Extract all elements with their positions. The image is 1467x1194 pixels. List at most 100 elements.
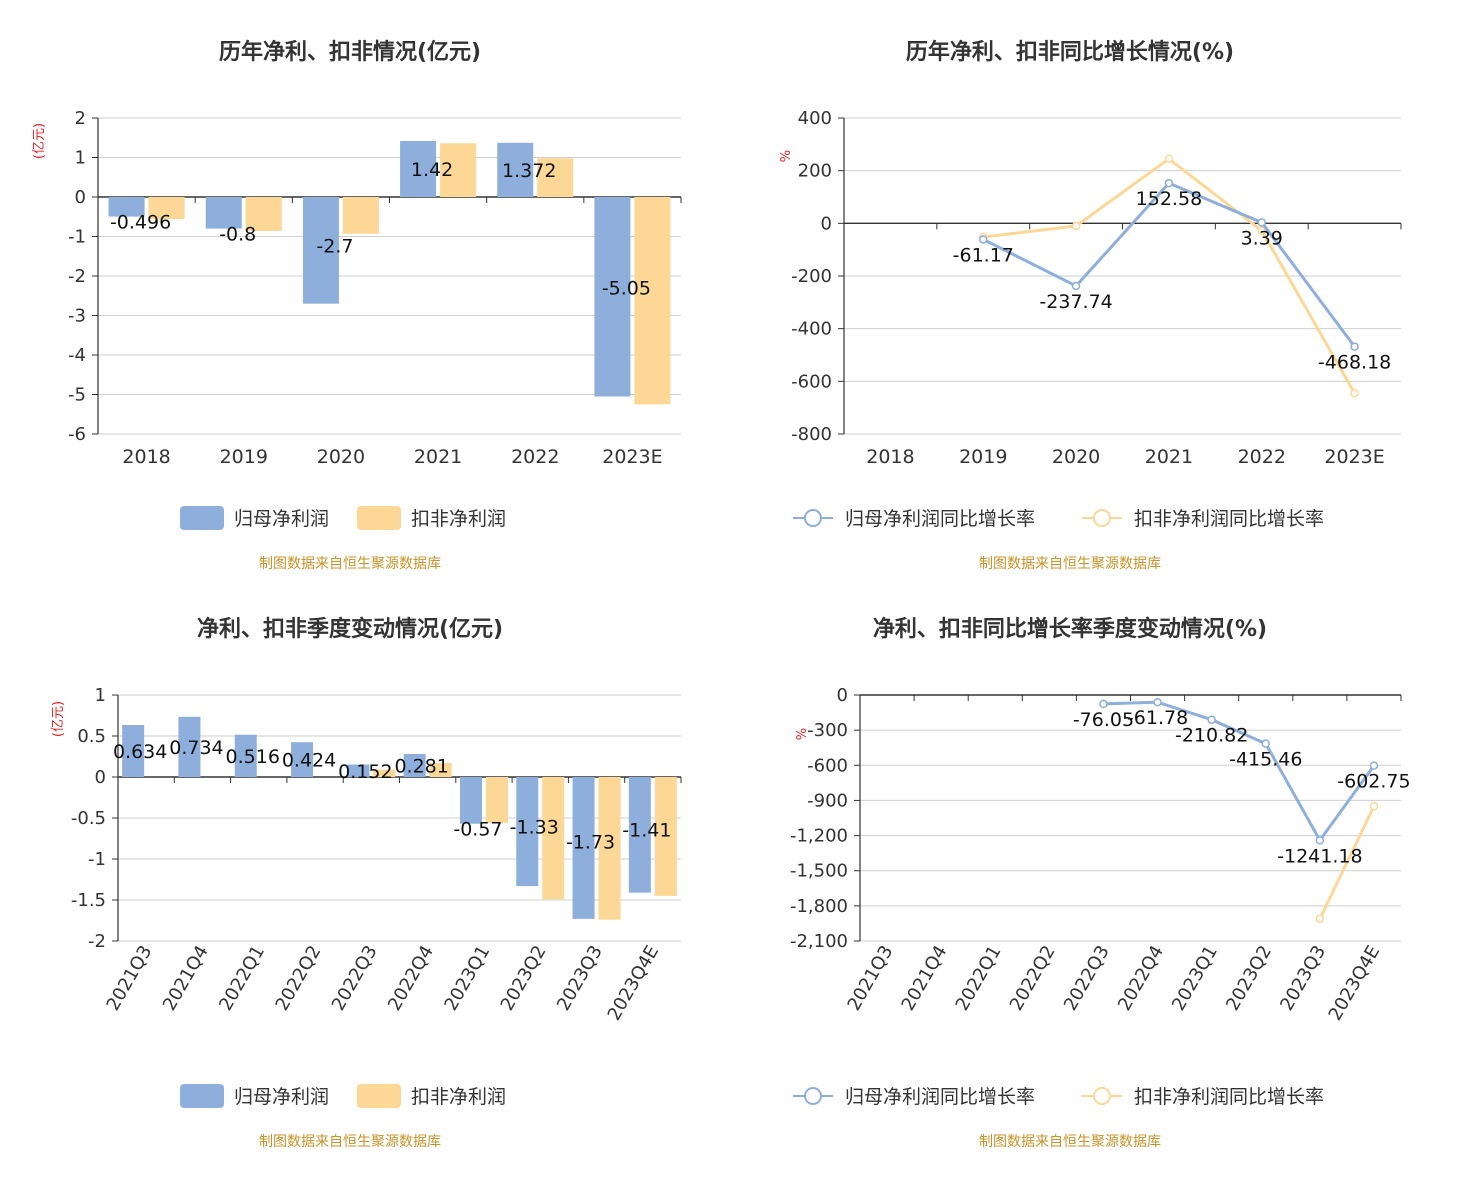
data-label: 0.424 (282, 750, 336, 772)
bar (572, 777, 595, 919)
bar (108, 197, 145, 217)
line-point (1099, 699, 1108, 709)
y-tick-label: -6 (68, 424, 86, 445)
y-tick-label: 0 (837, 685, 848, 706)
legend-label: 扣非净利润同比增长率 (1134, 1086, 1324, 1108)
bar (598, 777, 621, 920)
y-unit-label: (亿元) (51, 701, 66, 737)
x-tick-label: 2021Q3 (843, 942, 897, 1014)
chart-panel-annual-profit: 历年净利、扣非情况(亿元) (亿元) 2 1 0 -1 -2 -3 -4 -5 -6 2018 2019… (0, 0, 733, 595)
bar (429, 763, 452, 777)
data-label: -61.17 (953, 244, 1014, 266)
line-path (1103, 700, 1376, 844)
bar (440, 143, 477, 197)
x-tick-label: 2021 (1145, 446, 1193, 468)
y-tick-label: -1,200 (790, 826, 848, 847)
y-tick-label: -0.5 (71, 808, 106, 829)
chart-svg: 历年净利、扣非情况(亿元) (亿元) 2 1 0 -1 -2 -3 -4 -5 -6 2018 2019… (32, 39, 682, 572)
bar (245, 197, 282, 231)
data-label: 0.734 (169, 737, 223, 759)
legend-label: 扣非净利润同比增长率 (1134, 508, 1324, 530)
x-tick-label: 2020 (317, 446, 365, 468)
bar (537, 158, 574, 197)
line-path (1318, 805, 1376, 920)
y-tick-label: 200 (798, 161, 832, 182)
source-note: 制图数据来自恒生聚源数据库 (259, 1134, 441, 1150)
data-label: -0.57 (453, 819, 502, 841)
data-label: 3.39 (1241, 227, 1283, 249)
bar (654, 777, 677, 896)
y-tick-label: -800 (791, 424, 832, 445)
data-label: -602.75 (1337, 771, 1410, 793)
legend-swatch (180, 506, 224, 530)
x-tick-label: 2018 (122, 446, 170, 468)
chart-svg: 净利、扣非同比增长率季度变动情况(%)% 0 -300 -600 -900 -1,200 -… (790, 616, 1411, 1150)
bar (497, 142, 534, 197)
bar (542, 777, 565, 900)
series-1-bars (122, 716, 651, 919)
bar (122, 725, 145, 777)
x-tick-label: 2022Q4 (1114, 942, 1168, 1014)
line-point (1350, 342, 1359, 351)
y-tick-label: 0 (75, 187, 86, 208)
x-tick-label: 2022Q1 (215, 942, 269, 1014)
data-label: 0.516 (226, 746, 280, 768)
bar (205, 197, 242, 229)
y-tick-label: -1,500 (790, 861, 848, 882)
legend: 归母净利润同比增长率 扣非净利润同比增长率 (793, 508, 1324, 530)
series-2-bars (373, 763, 677, 920)
bar (342, 197, 379, 234)
data-label: -468.18 (1318, 352, 1391, 374)
data-label: -0.496 (110, 212, 171, 234)
bar (178, 716, 201, 777)
legend-swatch (357, 1084, 401, 1108)
line-point (1369, 761, 1379, 770)
source-note: 制图数据来自恒生聚源数据库 (979, 1134, 1161, 1150)
data-label: -1.73 (566, 831, 615, 853)
y-unit-label: % (795, 728, 810, 740)
legend: 归母净利润 扣非净利润 (180, 1084, 506, 1108)
bar (628, 777, 651, 893)
chart-panel-annual-growth: 历年净利、扣非同比增长情况(%)% 400 200 0 -200 -400 -600 -800… (734, 0, 1467, 595)
x-tick-label: 2022Q1 (952, 942, 1006, 1014)
y-tick-label: -200 (791, 266, 832, 287)
legend-marker (1093, 1087, 1111, 1105)
line-point (1350, 388, 1359, 398)
legend: 归母净利润同比增长率 扣非净利润同比增长率 (793, 1086, 1324, 1108)
y-tick-label: -300 (807, 720, 848, 741)
y-tick-label: 0 (821, 213, 832, 234)
data-label: 152.58 (1136, 188, 1202, 210)
bar (400, 140, 437, 197)
x-tick-label: 2023Q4E (604, 942, 664, 1024)
legend-label: 扣非净利润 (411, 1086, 506, 1108)
data-label: -2.7 (316, 235, 353, 257)
x-tick-label: 2023E (602, 446, 662, 468)
line-point (979, 235, 988, 244)
chart-title: 历年净利、扣非同比增长情况(%) (906, 39, 1234, 65)
line-point (1261, 739, 1270, 748)
data-label: -1241.18 (1277, 845, 1362, 867)
line-point (1207, 715, 1216, 724)
line-point (1071, 221, 1081, 231)
legend-swatch (180, 1084, 224, 1108)
bar (594, 197, 631, 397)
line-point (1315, 914, 1325, 923)
bar (234, 734, 257, 777)
source-note: 制图数据来自恒生聚源数据库 (979, 556, 1161, 572)
data-label: -76.05 (1073, 709, 1134, 731)
x-tick-label: 2023E (1324, 446, 1384, 468)
legend-marker (804, 1087, 822, 1105)
y-unit-label: (亿元) (32, 123, 47, 159)
series-2-bars (148, 143, 671, 405)
y-tick-label: -5 (68, 385, 86, 406)
bar (634, 197, 671, 405)
x-tick-label: 2022Q3 (1060, 942, 1114, 1014)
series-2-line (979, 154, 1359, 398)
x-tick-label: 2023Q2 (1222, 942, 1276, 1014)
grid-lines (854, 694, 1401, 942)
source-note: 制图数据来自恒生聚源数据库 (259, 556, 441, 572)
legend-swatch (357, 506, 401, 530)
legend-label: 归母净利润同比增长率 (845, 1086, 1035, 1108)
x-tick-label: 2023Q3 (1276, 942, 1330, 1014)
y-tick-label: 1 (75, 148, 86, 169)
